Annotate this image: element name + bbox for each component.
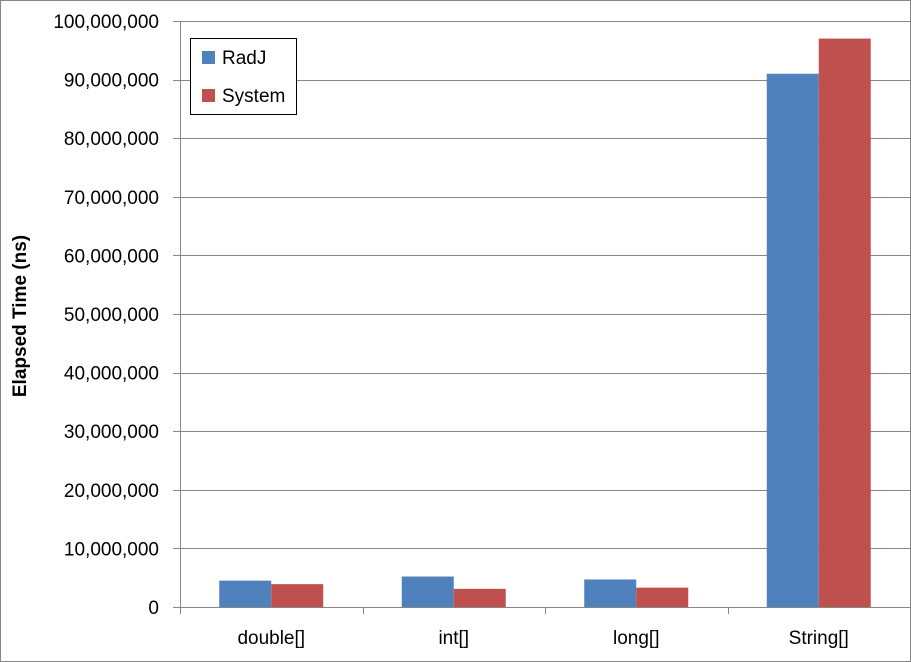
y-tick-label: 10,000,000: [64, 539, 159, 560]
bar-radj-int: [401, 576, 454, 607]
y-tick-label: 80,000,000: [64, 129, 159, 150]
legend-swatch-system: [202, 89, 215, 102]
axes: [180, 21, 911, 614]
y-tick-label: 50,000,000: [64, 305, 159, 326]
x-tick-labels: double[] int[] long[] String[]: [237, 628, 848, 649]
y-tick-label: 20,000,000: [64, 481, 159, 502]
x-tick-label: long[]: [613, 628, 659, 649]
y-axis-title: Elapsed Time (ns): [10, 235, 31, 397]
y-tick-label: 40,000,000: [64, 364, 159, 385]
legend-swatch-radj: [202, 51, 215, 64]
y-tick-label: 90,000,000: [64, 71, 159, 92]
bar-system-double: [271, 584, 324, 607]
legend-label-system: System: [222, 86, 285, 107]
y-tick-label: 30,000,000: [64, 422, 159, 443]
legend: RadJ System: [190, 38, 297, 115]
y-tick-label: 70,000,000: [64, 188, 159, 209]
x-tick-label: double[]: [237, 628, 305, 649]
bar-system-long: [636, 587, 689, 607]
bar-radj-long: [584, 579, 637, 607]
y-tick-label: 60,000,000: [64, 246, 159, 267]
y-tick-labels: 0 10,000,000 20,000,000 30,000,000 40,000,00…: [53, 12, 159, 619]
y-tick-label: 0: [148, 598, 159, 619]
bar-system-string: [818, 38, 871, 607]
y-tick-label: 100,000,000: [53, 12, 159, 33]
legend-label-radj: RadJ: [222, 48, 266, 69]
bar-radj-string: [766, 73, 819, 608]
bars: [219, 38, 871, 608]
bar-radj-double: [219, 580, 272, 607]
bar-system-int: [453, 588, 506, 607]
x-tick-label: int[]: [438, 628, 469, 649]
x-tick-label: String[]: [789, 628, 849, 649]
